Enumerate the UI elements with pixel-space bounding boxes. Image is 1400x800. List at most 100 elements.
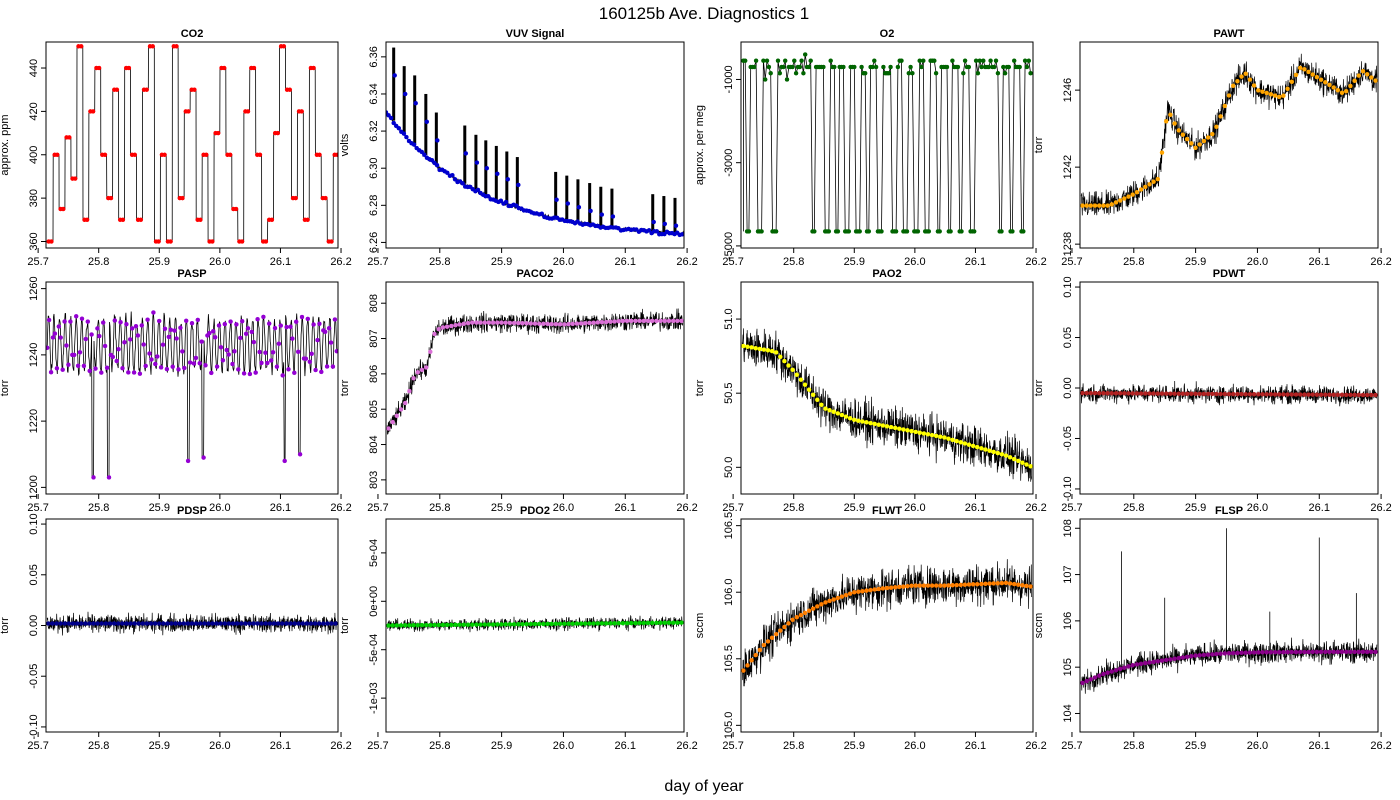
pasp-point: [79, 316, 85, 321]
pdo2-point: [587, 621, 592, 626]
paco2-point: [524, 321, 529, 326]
flsp-point: [1314, 649, 1320, 655]
paco2-point: [557, 322, 563, 327]
pdo2-point: [436, 622, 441, 628]
pdwt-point: [1226, 391, 1232, 397]
pawt-point: [1172, 121, 1177, 126]
pdsp-point: [87, 621, 92, 626]
pdwt-point: [1235, 391, 1240, 397]
pawt-point: [1297, 65, 1303, 71]
pdwt-point: [1126, 391, 1131, 396]
o2-point: [919, 64, 924, 70]
pdsp-point: [156, 621, 162, 626]
pdo2-data-group: [386, 614, 684, 633]
pawt-point: [1084, 203, 1089, 208]
pasp-xtick-label: 25.8: [88, 502, 109, 514]
co2-ytick-label: 440: [28, 59, 40, 77]
flsp-point: [1176, 655, 1182, 661]
flwt-point: [782, 624, 787, 630]
pdsp-ytick-label: 0.10: [28, 513, 40, 534]
vuv-ytick-label: 6.28: [368, 195, 380, 216]
vuv-spike: [554, 171, 558, 218]
pasp-point: [126, 370, 131, 375]
co2-point: [239, 239, 245, 244]
pasp-point: [307, 359, 313, 365]
pdwt-point: [1189, 391, 1194, 397]
pdsp-point: [115, 621, 121, 626]
pao2-point: [925, 432, 931, 437]
pdwt-plot-frame: [1079, 281, 1379, 495]
flsp-point: [1327, 649, 1332, 655]
flsp-point: [1214, 651, 1219, 657]
pasp-point: [54, 366, 60, 371]
o2-point: [826, 229, 832, 234]
pdo2-point: [411, 622, 416, 628]
pao2-point: [839, 412, 845, 418]
pdwt-point: [1356, 392, 1362, 398]
o2-point: [899, 58, 904, 63]
flsp-point: [1163, 657, 1169, 663]
vuv-point: [435, 138, 440, 143]
o2-point: [792, 58, 797, 63]
pdsp-point: [136, 621, 141, 626]
vuv-xtick-label: 26.2: [676, 256, 697, 268]
vuv-xtick-label: 26.0: [553, 256, 574, 268]
pao2-point: [782, 358, 787, 364]
pasp-point: [149, 357, 154, 362]
pao2-point: [905, 428, 910, 433]
pao2-point: [962, 441, 968, 446]
pasp-point: [178, 325, 183, 331]
pawt-point: [1360, 68, 1366, 74]
pawt-point: [1126, 194, 1131, 199]
flsp-point: [1297, 649, 1303, 655]
co2-point: [245, 109, 251, 114]
flsp-point: [1222, 651, 1228, 656]
vuv-spike: [413, 75, 417, 145]
pasp-point: [104, 365, 110, 371]
vuv-spike: [588, 183, 592, 225]
o2-xtick-label: 25.9: [844, 256, 865, 268]
flwt-xtick-label: 26.1: [965, 740, 986, 752]
flwt-point: [946, 583, 951, 588]
pao2-point: [831, 409, 836, 415]
pdsp-point: [173, 621, 178, 626]
pasp-point: [64, 343, 69, 348]
flsp-point: [1113, 667, 1119, 673]
pasp-point: [145, 317, 150, 322]
pdsp-point: [210, 621, 215, 626]
pdwt-point: [1201, 391, 1207, 397]
pao2-plot-frame: [740, 281, 1034, 495]
flwt-point: [757, 647, 763, 653]
flsp-point: [1360, 649, 1366, 655]
vuv-ylabel: volts: [339, 133, 351, 156]
pasp-point: [62, 319, 67, 324]
pao2-point: [810, 392, 816, 398]
pasp-point: [155, 354, 160, 359]
vuv-point: [475, 187, 481, 193]
pdo2-point: [465, 622, 471, 627]
pasp-point: [201, 455, 206, 460]
pawt-point: [1176, 128, 1182, 133]
pasp-point: [214, 364, 220, 369]
panel-pdsp: PDSP torr 25.7 25.8 25.9 26.0 26.1 26.2 -0.10 -0.…: [0, 505, 352, 752]
co2-point: [84, 217, 90, 223]
flsp-point: [1168, 657, 1173, 662]
pasp-point: [249, 329, 255, 335]
pdsp-point: [259, 621, 264, 626]
o2-point: [808, 58, 813, 63]
paco2-point: [499, 320, 504, 325]
co2-title: CO2: [181, 28, 204, 40]
flwt-point: [847, 591, 853, 596]
vuv-point: [495, 171, 500, 177]
pdsp-point: [271, 621, 277, 626]
pao2-point: [872, 421, 877, 427]
pdsp-point: [58, 621, 63, 626]
co2-point: [275, 130, 281, 136]
co2-point: [49, 239, 54, 244]
pdwt-point: [1163, 391, 1169, 396]
paco2-point: [553, 321, 559, 327]
pao2-point: [1028, 464, 1033, 469]
pdwt-point: [1105, 390, 1110, 396]
pao2-point: [1011, 456, 1017, 462]
vuv-spike: [651, 194, 655, 232]
